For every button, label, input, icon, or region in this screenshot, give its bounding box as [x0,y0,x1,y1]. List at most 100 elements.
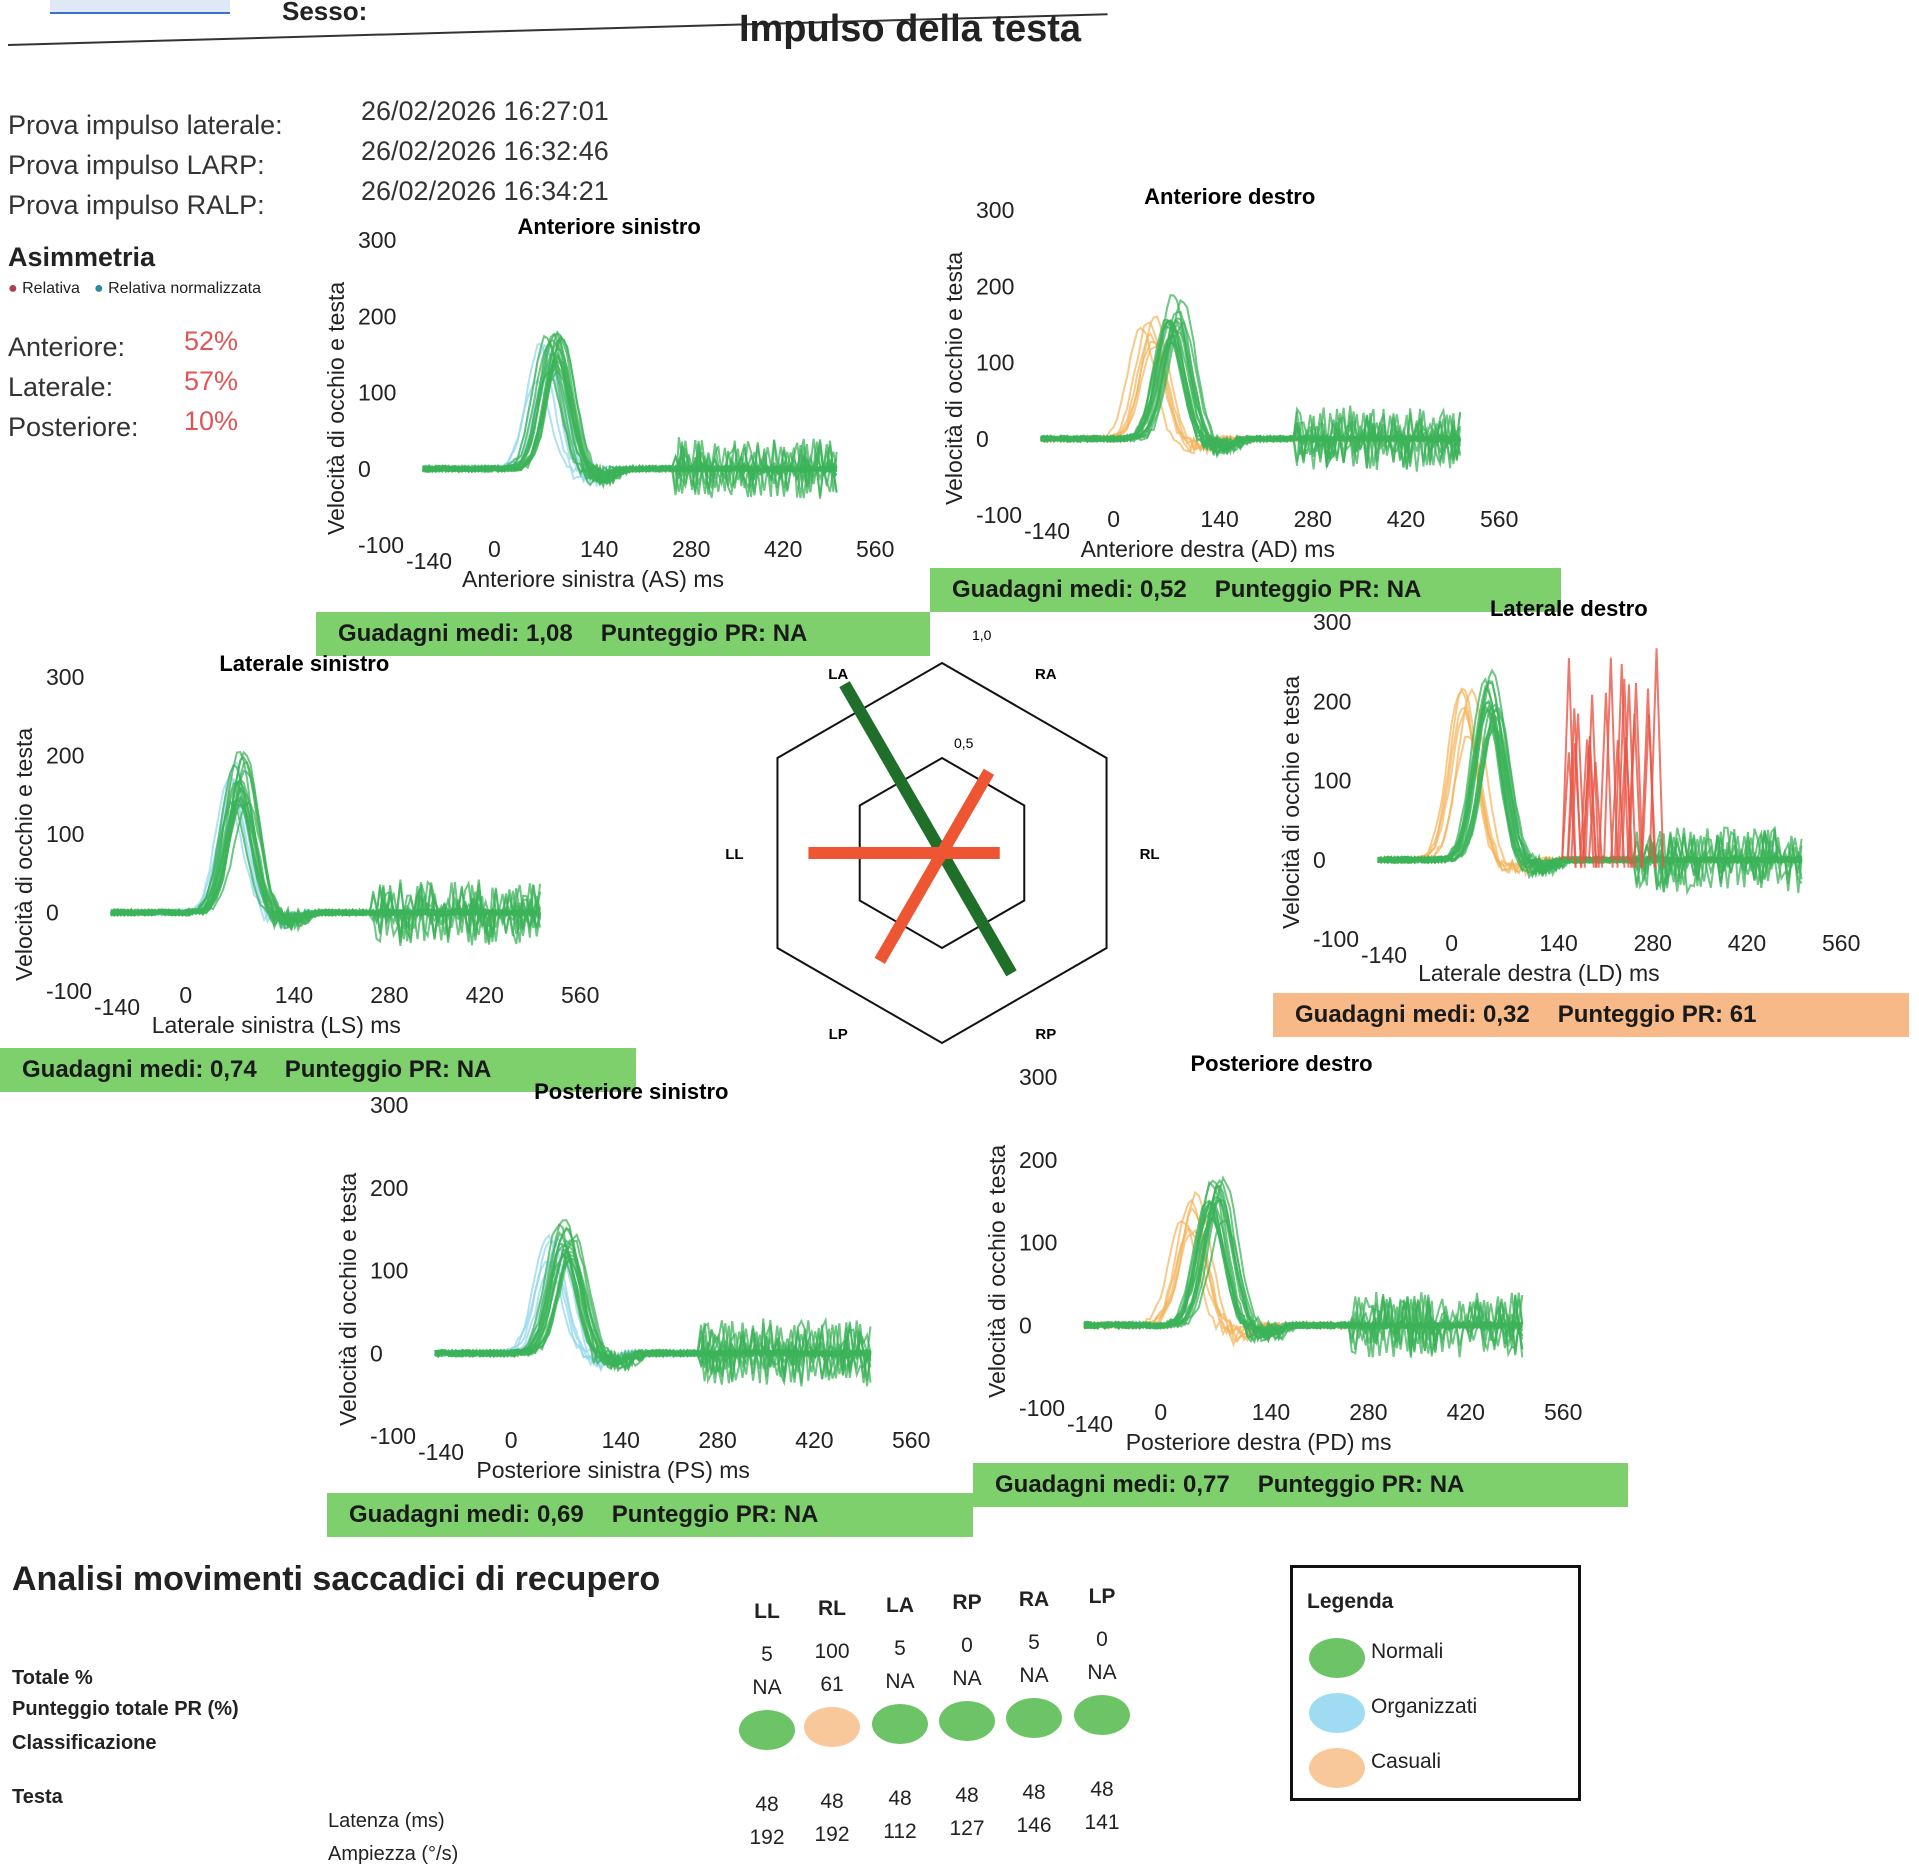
page-title: Impulso della testa [738,8,1082,50]
head-trace [434,1257,872,1383]
chart-title: Anteriore sinistro [518,214,701,239]
classification-dot [804,1707,860,1747]
column-header: RA [1018,1588,1050,1611]
classification-dot [939,1701,995,1741]
classification-dot [739,1710,795,1750]
saccade-trace [1628,682,1644,868]
legend-dot-normal [1309,1638,1365,1678]
gain-bar-ls: Guadagni medi: 0,74 Punteggio PR: NA [0,1048,636,1092]
radar-axis-LP: LP [829,1026,848,1043]
y-tick: 100 [370,1258,408,1284]
head-trace [1040,327,1461,469]
y-axis-label: Velocità di occhio e testa [984,1145,1010,1398]
pr-score: Punteggio PR: NA [1214,576,1422,603]
gain-bar-pd: Guadagni medi: 0,77 Punteggio PR: NA [973,1463,1628,1507]
y-tick: 200 [976,273,1014,299]
radar-axis-LL: LL [725,846,743,863]
chart-ld: Laterale destro 300 200 100 0 -100-140 0 140 280… [1278,596,1860,986]
mean-gain: Guadagni medi: 0,69 [349,1501,584,1528]
x-tick: -140 [1067,1411,1113,1437]
row-label-total: Totale % [12,1667,93,1689]
y-tick: -100 [1313,926,1359,952]
saccade-trace [1598,692,1614,868]
y-axis-label: Velocità di occhio e testa [11,728,37,981]
y-tick: -100 [358,532,404,558]
y-tick: 0 [46,900,59,926]
total-value: 5 [761,1643,773,1666]
asymmetry-legend: ● Relativa ● Relativa normalizzata [8,280,261,298]
x-tick: 560 [1822,930,1860,956]
radar-axis-LA: LA [828,666,848,683]
x-tick: -140 [94,994,140,1020]
x-tick: 560 [561,982,599,1008]
legend-dot-random [1309,1748,1365,1788]
asymmetry-label: Laterale: [8,372,114,402]
chart-title: Anteriore destro [1144,184,1315,209]
row-label-head: Testa [12,1786,63,1808]
column-header: LL [754,1600,780,1623]
y-tick: 0 [976,426,989,452]
head-trace [434,1252,872,1387]
x-tick: -140 [1024,518,1070,544]
y-tick: 300 [976,197,1014,223]
amplitude-value: 146 [1016,1814,1052,1837]
chart-ls: Laterale sinistro 300 200 100 0 -100-140 0 140 2… [11,651,599,1038]
x-tick: 560 [892,1427,930,1453]
latency-value: 48 [888,1787,912,1810]
legend-dot-organized [1309,1693,1365,1733]
head-trace [434,1243,872,1381]
y-tick: 100 [976,350,1014,376]
x-tick: 0 [1154,1399,1167,1425]
chart-title: Posteriore sinistro [534,1079,728,1104]
total-value: 100 [814,1640,850,1663]
classification-dot [1006,1698,1062,1738]
x-tick: -140 [418,1439,464,1465]
test-label: Prova impulso RALP: [8,190,265,220]
x-axis-label: Anteriore destra (AD) ms [1081,536,1335,562]
asymmetry-label: Anteriore: [8,332,126,362]
radar-ring-0 [776,661,1108,1045]
mean-gain: Guadagni medi: 0,32 [1295,1001,1530,1028]
saccade-trace [1579,739,1595,868]
mean-gain: Guadagni medi: 0,52 [952,576,1187,603]
latency-value: 48 [820,1790,844,1813]
saccade-section-title: Analisi movimenti saccadici di recupero [12,1560,661,1598]
saccade-trace [1610,740,1626,868]
asymmetry-value: 57% [184,366,239,396]
saccade-trace [1641,714,1657,868]
radar-gain-RA-LP [874,768,995,964]
head-trace [434,1233,872,1382]
head-trace [422,339,838,498]
x-tick: 140 [275,982,313,1008]
head-trace [110,750,542,943]
column-header: RL [818,1597,846,1620]
y-tick: 0 [358,456,371,482]
saccade-trace [1648,648,1665,868]
x-tick: 140 [580,536,618,562]
latency-value: 48 [955,1784,979,1807]
gain-bar-ad: Guadagni medi: 0,52 Punteggio PR: NA [930,568,1561,612]
eye-trace [422,343,838,485]
amplitude-value: 112 [883,1820,917,1843]
x-tick: 420 [1387,506,1425,532]
head-trace [434,1251,872,1385]
amplitude-value: 192 [814,1823,850,1846]
legend-relative-normalized: ● Relativa normalizzata [93,280,262,297]
x-tick: 560 [856,536,894,562]
mean-gain: Guadagni medi: 1,08 [338,620,573,647]
y-tick: 200 [1313,688,1351,714]
x-axis-label: Laterale sinistra (LS) ms [152,1012,401,1038]
legend-label: Organizzati [1371,1695,1478,1718]
x-tick: 280 [1634,930,1672,956]
head-trace [434,1227,872,1385]
saccade-trace [1584,694,1600,868]
chart-ad: Anteriore destro 300 200 100 0 -100-140 0 140 28… [941,184,1518,562]
x-tick: 420 [466,982,504,1008]
row-label-pr: Punteggio totale PR (%) [12,1698,239,1720]
y-axis-label: Velocità di occhio e testa [335,1173,361,1426]
head-trace [110,786,542,944]
classification-dot [1074,1695,1130,1735]
radar-axis-RL: RL [1140,846,1160,863]
x-axis-label: Posteriore destra (PD) ms [1126,1429,1392,1455]
amplitude-value: 127 [949,1817,985,1840]
